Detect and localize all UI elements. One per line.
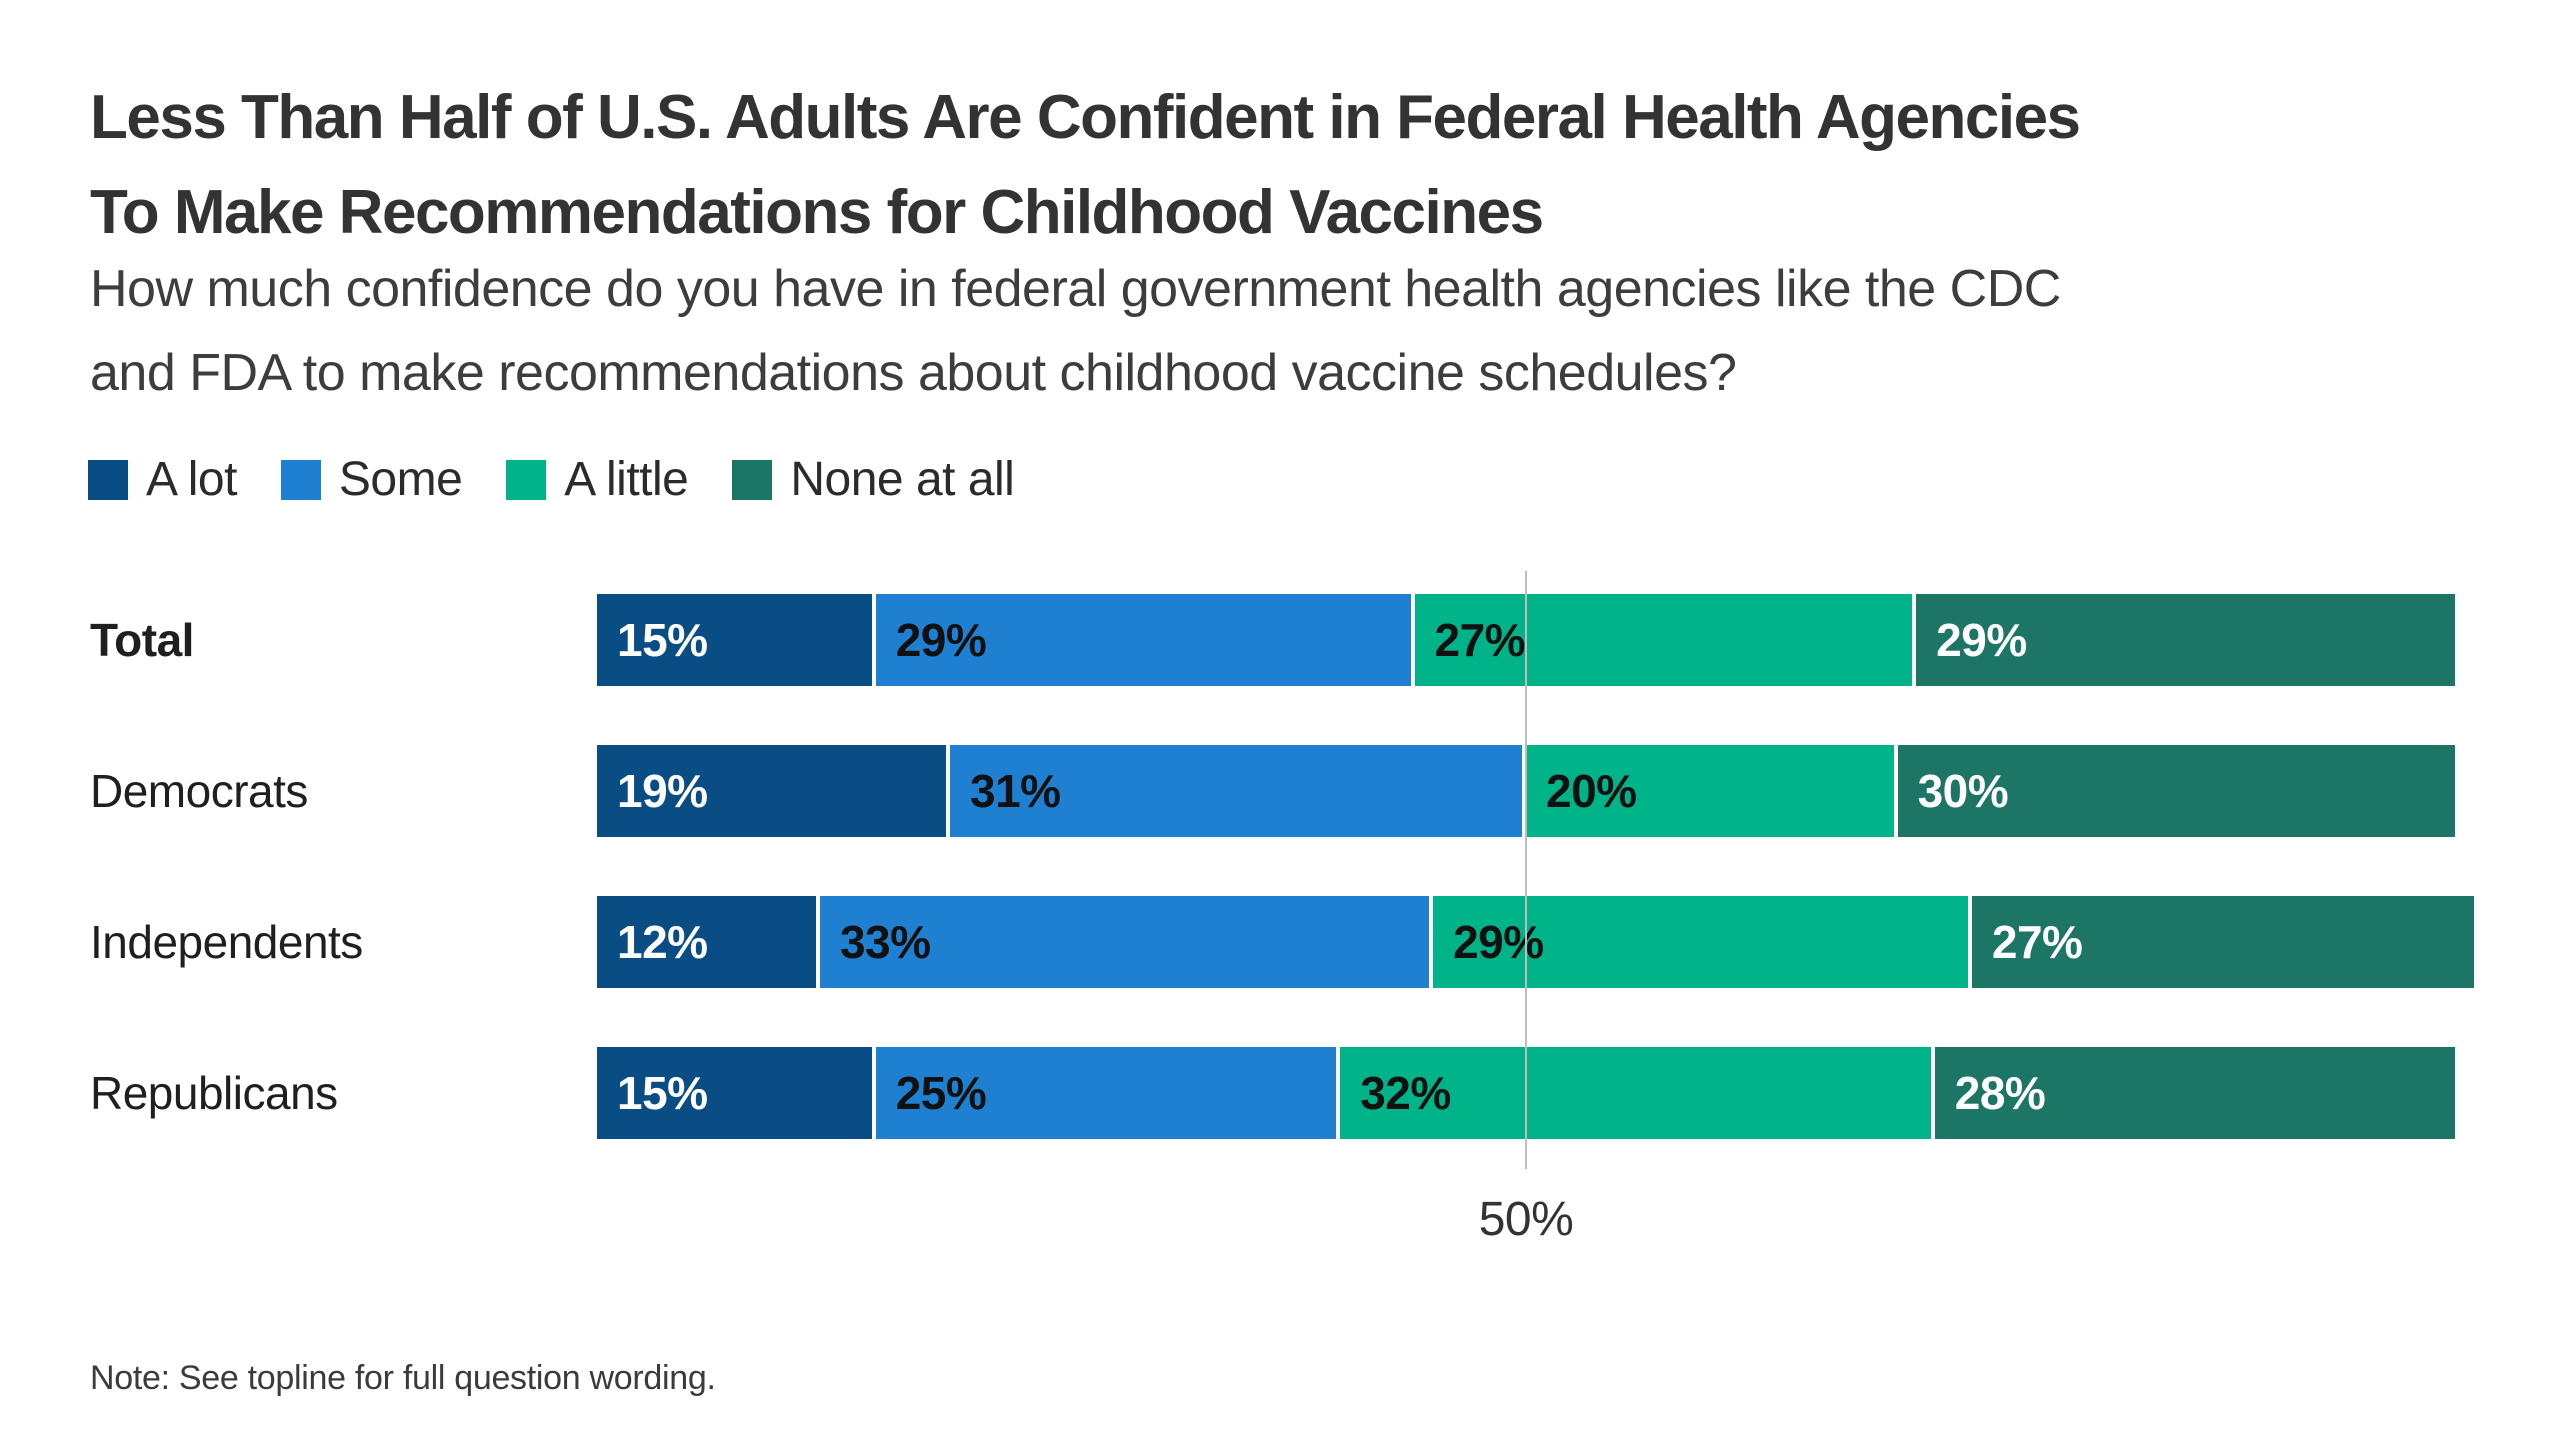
- axis-label-50-percent: 50%: [1478, 1193, 1574, 1246]
- legend-swatch: [506, 459, 547, 500]
- bar-value-label: 15%: [617, 614, 708, 666]
- bar-value-label: 27%: [1434, 614, 1526, 666]
- bar-segment-a-little: 20%: [1525, 745, 1898, 837]
- bar-segment-none-at-all: 28%: [1934, 1047, 2455, 1139]
- legend-label: A little: [564, 453, 689, 506]
- bar-value-label: 27%: [1991, 916, 2083, 968]
- bar-segment-a-little: 29%: [1433, 896, 1972, 988]
- bar-segment-a-lot: 15%: [597, 594, 876, 686]
- bar-segment-none-at-all: 27%: [1971, 896, 2474, 988]
- gridline-50-percent: [1525, 571, 1527, 1169]
- bar-segment-some: 25%: [875, 1047, 1341, 1139]
- legend-swatch: [732, 459, 773, 500]
- bar-segment-a-lot: 12%: [597, 896, 820, 988]
- bar-value-label: 33%: [839, 916, 931, 968]
- bar-segment-some: 29%: [875, 594, 1415, 686]
- bar-segment-none-at-all: 29%: [1916, 594, 2455, 686]
- legend-label: A lot: [146, 453, 237, 506]
- bar-segment-a-little: 27%: [1414, 594, 1917, 686]
- legend-label: Some: [338, 453, 463, 506]
- bar-value-label: 31%: [970, 765, 1061, 817]
- bar-track: 19% 31% 20% 30%: [597, 745, 2455, 837]
- legend-item-a-lot: A lot: [88, 452, 237, 507]
- chart-title-line-1: Less Than Half of U.S. Adults Are Confid…: [90, 82, 2081, 152]
- row-label: Republicans: [90, 1067, 338, 1119]
- row-label: Democrats: [90, 765, 308, 817]
- chart-row-republicans: Republicans 15% 25% 32% 28%: [90, 1047, 2455, 1139]
- chart-subtitle-line-1: How much confidence do you have in feder…: [90, 260, 2061, 318]
- bar-value-label: 30%: [1917, 765, 2009, 817]
- bar-value-label: 19%: [617, 765, 708, 817]
- chart-subtitle: How much confidence do you have in feder…: [90, 247, 2061, 415]
- chart-row-total: Total 15% 29% 27% 29%: [90, 594, 2455, 686]
- bar-track: 15% 29% 27% 29%: [597, 594, 2455, 686]
- bar-segment-a-lot: 19%: [597, 745, 951, 837]
- bar-value-label: 15%: [617, 1067, 708, 1119]
- bar-segment-some: 33%: [819, 896, 1434, 988]
- bar-track: 12% 33% 29% 27%: [597, 896, 2474, 988]
- chart-subtitle-line-2: and FDA to make recommendations about ch…: [90, 344, 1737, 402]
- legend-swatch: [280, 459, 321, 500]
- bar-value-label: 29%: [1453, 916, 1544, 968]
- bar-value-label: 12%: [617, 916, 708, 968]
- chart-title-line-2: To Make Recommendations for Childhood Va…: [90, 177, 1544, 247]
- legend-swatch: [88, 459, 128, 500]
- bar-segment-some: 31%: [950, 745, 1526, 837]
- legend-label: None at all: [790, 453, 1015, 506]
- legend-item-none-at-all: None at all: [732, 452, 1015, 507]
- bar-value-label: 20%: [1545, 765, 1637, 817]
- chart-title: Less Than Half of U.S. Adults Are Confid…: [90, 70, 2081, 260]
- bar-segment-a-lot: 15%: [597, 1047, 876, 1139]
- bar-value-label: 28%: [1954, 1067, 2046, 1119]
- legend-item-a-little: A little: [506, 452, 689, 507]
- chart-row-independents: Independents 12% 33% 29% 27%: [90, 896, 2474, 988]
- bar-segment-a-little: 32%: [1340, 1047, 1935, 1139]
- footnote: Note: See topline for full question word…: [90, 1359, 716, 1397]
- row-label: Total: [90, 614, 194, 666]
- chart-row-democrats: Democrats 19% 31% 20% 30%: [90, 745, 2455, 837]
- row-label: Independents: [90, 916, 363, 968]
- bar-value-label: 29%: [895, 614, 987, 666]
- bar-value-label: 25%: [895, 1067, 987, 1119]
- bar-segment-none-at-all: 30%: [1897, 745, 2455, 837]
- bar-value-label: 32%: [1360, 1067, 1451, 1119]
- bar-track: 15% 25% 32% 28%: [597, 1047, 2455, 1139]
- legend-item-some: Some: [280, 452, 463, 507]
- legend: A lot Some A little None at all: [88, 452, 1015, 507]
- bar-value-label: 29%: [1936, 614, 2027, 666]
